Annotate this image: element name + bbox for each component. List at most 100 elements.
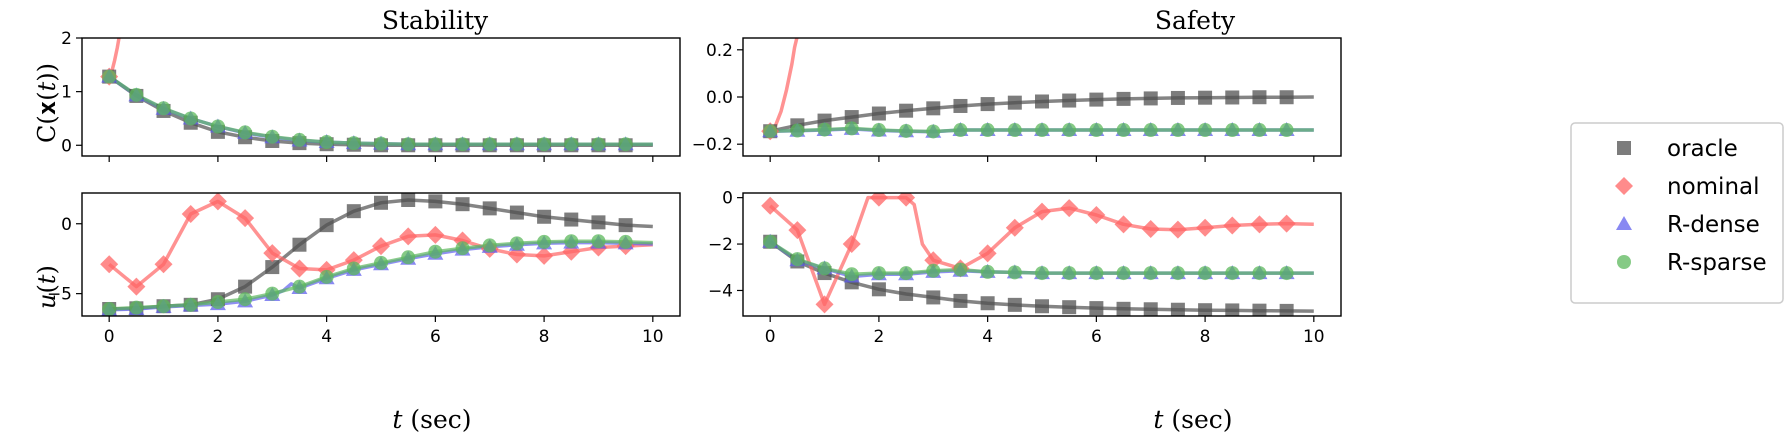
marker-rsparse: [899, 266, 914, 281]
marker-rsparse: [899, 123, 914, 138]
marker-rsparse: [292, 279, 307, 294]
marker-rsparse: [817, 122, 832, 137]
marker-rsparse: [871, 266, 886, 281]
marker-rsparse: [1279, 123, 1294, 138]
panel-stability-u: 0 2 4 6 8 10 −5 0: [47, 192, 681, 347]
marker-nominal: [1168, 220, 1187, 239]
marker-oracle: [1116, 301, 1131, 316]
marker-oracle: [953, 98, 968, 113]
panel-stability-c: 0 1 2: [61, 29, 681, 162]
marker-rsparse: [238, 292, 253, 307]
marker-oracle: [564, 212, 579, 227]
marker-oracle: [618, 218, 633, 233]
y-tick-label: 2: [61, 29, 72, 49]
marker-oracle: [455, 197, 470, 212]
y-tick-label: 0.0: [706, 88, 733, 108]
marker-rsparse: [953, 262, 968, 277]
panel-safety-u: 0 2 4 6 8 10 −4 −2 0: [708, 189, 1342, 347]
marker-rsparse: [790, 252, 805, 267]
x-tick-label: 8: [539, 327, 550, 347]
marker-nominal: [761, 196, 780, 215]
legend-item-rsparse: R-sparse: [1617, 250, 1767, 276]
x-tick-label: 6: [1091, 327, 1102, 347]
marker-oracle: [482, 201, 497, 216]
marker-nominal: [1087, 206, 1106, 225]
marker-rsparse: [210, 295, 225, 310]
marker-oracle: [844, 110, 859, 125]
y-tick-label: −4: [708, 281, 733, 301]
marker-rsparse: [763, 124, 778, 139]
marker-rsparse: [1035, 123, 1049, 138]
marker-rsparse: [1062, 266, 1077, 281]
marker-rsparse: [428, 137, 443, 152]
marker-rsparse: [618, 234, 633, 249]
legend-marker-nominal: [1615, 177, 1633, 195]
x-tick-label: 8: [1200, 327, 1211, 347]
legend-item-rdense: R-dense: [1616, 212, 1760, 238]
marker-rsparse: [156, 299, 171, 314]
legend-label: R-sparse: [1667, 250, 1767, 276]
x-tick-label: 0: [765, 327, 776, 347]
marker-oracle: [509, 205, 524, 220]
marker-rsparse: [591, 137, 606, 152]
x-tick-label: 4: [982, 327, 993, 347]
marker-oracle: [1143, 302, 1158, 316]
marker-rsparse: [265, 286, 280, 301]
marker-rsparse: [591, 234, 606, 249]
marker-nominal: [1223, 216, 1242, 235]
marker-nominal: [181, 204, 200, 223]
marker-rsparse: [1035, 266, 1049, 281]
marker-oracle: [980, 97, 995, 112]
marker-nominal: [842, 235, 861, 254]
marker-rsparse: [401, 250, 416, 265]
marker-rsparse: [980, 123, 995, 138]
marker-rsparse: [1143, 123, 1158, 138]
marker-oracle: [374, 195, 388, 210]
legend-marker-rdense: [1616, 216, 1632, 230]
marker-nominal: [100, 255, 119, 274]
marker-rsparse: [1279, 266, 1294, 281]
marker-rsparse: [1170, 266, 1185, 281]
marker-rsparse: [292, 132, 307, 147]
marker-oracle: [1252, 90, 1267, 105]
marker-nominal: [924, 251, 943, 270]
marker-rsparse: [455, 241, 470, 256]
x-tick-label: 0: [104, 327, 115, 347]
marker-rsparse: [1198, 266, 1213, 281]
marker-oracle: [1007, 297, 1022, 312]
marker-nominal: [1277, 214, 1296, 233]
marker-oracle: [346, 204, 361, 219]
y-tick-label: 0.2: [706, 41, 733, 61]
marker-rsparse: [763, 234, 778, 249]
marker-rsparse: [1225, 266, 1240, 281]
marker-rsparse: [537, 137, 552, 152]
y-tick-label: −2: [708, 235, 733, 255]
marker-rsparse: [102, 69, 117, 84]
y-tick-label: 0: [61, 215, 72, 235]
ylabel-c: C(x(t)): [33, 63, 61, 143]
x-tick-label: 10: [642, 327, 664, 347]
series-line-nominal: [768, 38, 799, 133]
marker-rsparse: [926, 124, 941, 139]
marker-oracle: [899, 286, 914, 301]
marker-rsparse: [564, 234, 579, 249]
marker-nominal: [1005, 218, 1024, 237]
marker-rsparse: [319, 135, 334, 150]
marker-nominal: [399, 227, 418, 246]
marker-oracle: [1143, 91, 1158, 106]
marker-rsparse: [564, 137, 579, 152]
marker-rsparse: [871, 123, 886, 138]
marker-rsparse: [1252, 266, 1267, 281]
marker-oracle: [591, 215, 606, 230]
marker-rsparse: [1007, 265, 1022, 280]
x-tick-label: 4: [321, 327, 332, 347]
marker-rsparse: [926, 263, 941, 278]
marker-oracle: [292, 237, 307, 252]
marker-oracle: [1279, 303, 1294, 316]
marker-oracle: [1089, 92, 1104, 107]
marker-nominal: [263, 244, 282, 263]
marker-rsparse: [102, 302, 117, 316]
marker-rsparse: [618, 137, 633, 152]
axes-frame: [742, 192, 1342, 317]
plot-area: [100, 38, 653, 153]
